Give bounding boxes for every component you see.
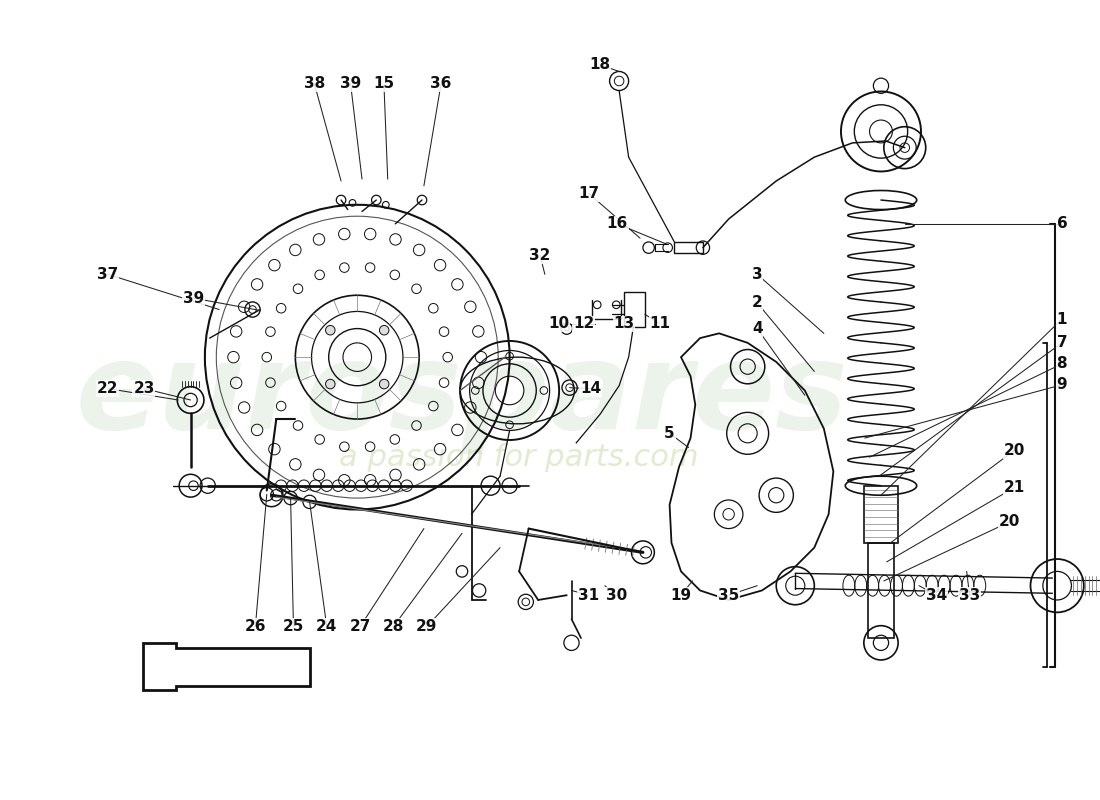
Text: 3: 3 — [752, 267, 762, 282]
Text: 35: 35 — [718, 588, 739, 602]
Text: 13: 13 — [614, 316, 635, 331]
Polygon shape — [143, 643, 309, 690]
Text: 16: 16 — [606, 216, 628, 231]
Text: a passion for parts.com: a passion for parts.com — [339, 442, 698, 472]
Text: 20: 20 — [1003, 443, 1025, 458]
Text: 9: 9 — [1057, 378, 1067, 392]
Text: 17: 17 — [579, 186, 600, 201]
Bar — [868, 543, 894, 638]
Text: 37: 37 — [97, 267, 119, 282]
Bar — [624, 292, 645, 326]
Circle shape — [326, 326, 336, 335]
Text: 1: 1 — [1057, 311, 1067, 326]
Text: 22: 22 — [97, 381, 119, 396]
Text: 14: 14 — [580, 381, 601, 396]
Text: 32: 32 — [529, 248, 551, 262]
Bar — [674, 242, 703, 254]
Text: 39: 39 — [183, 290, 205, 306]
Circle shape — [326, 379, 336, 389]
Text: 36: 36 — [430, 76, 452, 91]
Text: 34: 34 — [925, 588, 947, 602]
Text: 2: 2 — [751, 295, 762, 310]
Text: 7: 7 — [1057, 335, 1067, 350]
Text: 39: 39 — [340, 76, 361, 91]
Text: 21: 21 — [1003, 480, 1025, 495]
Text: 26: 26 — [244, 619, 266, 634]
Text: 11: 11 — [650, 316, 671, 331]
Text: 4: 4 — [752, 321, 762, 336]
Text: 30: 30 — [606, 588, 627, 602]
Circle shape — [379, 326, 389, 335]
Text: 12: 12 — [573, 316, 594, 331]
Text: 31: 31 — [579, 588, 600, 602]
Text: 6: 6 — [1056, 216, 1067, 231]
Text: 5: 5 — [664, 426, 675, 441]
Text: 20: 20 — [999, 514, 1020, 530]
Text: 19: 19 — [670, 588, 692, 602]
Text: 23: 23 — [133, 381, 155, 396]
Text: 10: 10 — [549, 316, 570, 331]
Text: 8: 8 — [1057, 356, 1067, 371]
Text: 18: 18 — [590, 58, 610, 72]
Text: eurospares: eurospares — [76, 337, 848, 454]
Text: 15: 15 — [373, 76, 395, 91]
Text: 27: 27 — [350, 619, 371, 634]
Bar — [864, 486, 898, 543]
Circle shape — [379, 379, 389, 389]
Text: 24: 24 — [316, 619, 338, 634]
Text: 28: 28 — [383, 619, 404, 634]
Text: 38: 38 — [304, 76, 324, 91]
Text: 33: 33 — [959, 588, 980, 602]
Text: 29: 29 — [416, 619, 438, 634]
Text: 25: 25 — [283, 619, 304, 634]
